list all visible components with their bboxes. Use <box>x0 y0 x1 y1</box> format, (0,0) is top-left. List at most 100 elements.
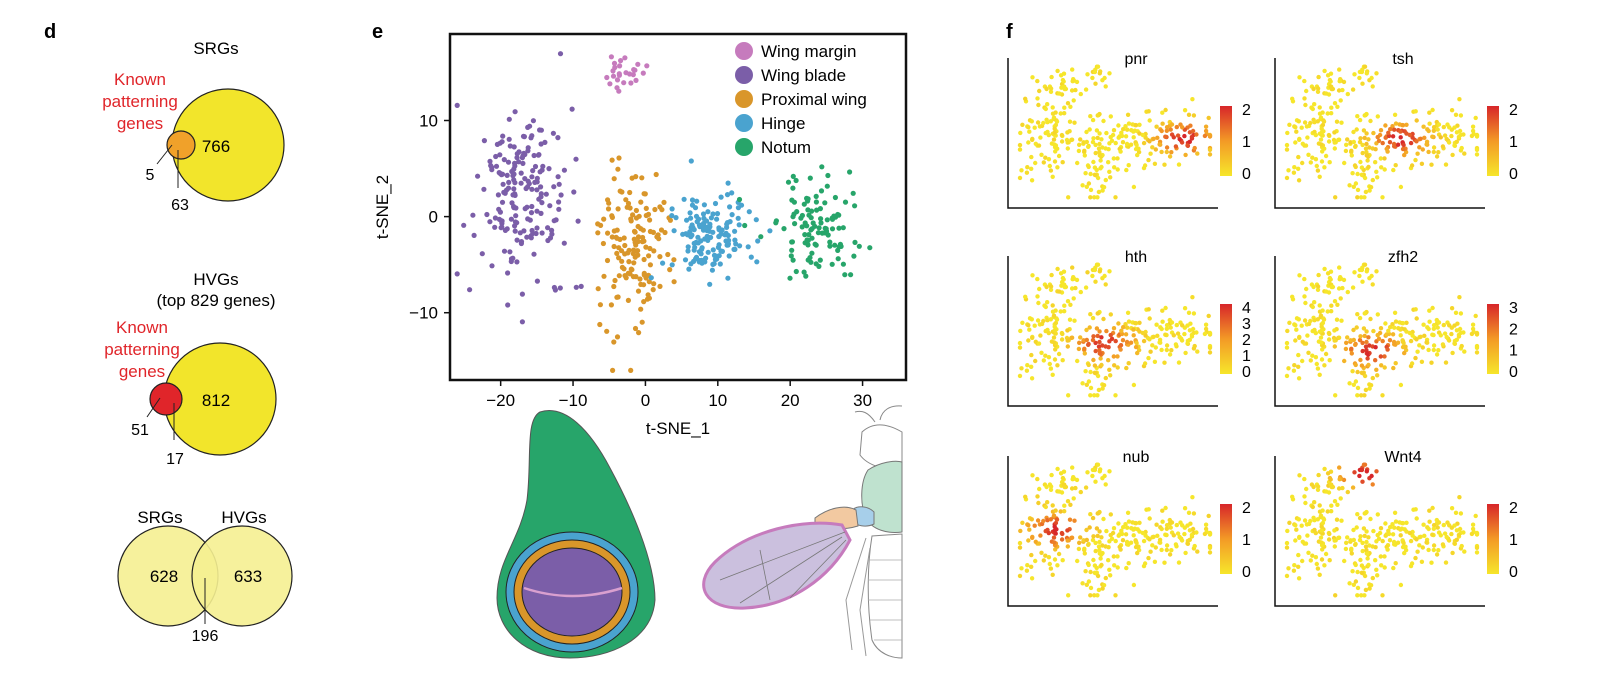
feature-point <box>1151 136 1156 141</box>
feature-point <box>1098 158 1103 163</box>
feature-point <box>1151 334 1156 339</box>
feature-point <box>1332 338 1337 343</box>
feature-point <box>1438 135 1444 140</box>
feature-colorbar-tick: 1 <box>1509 343 1518 360</box>
feature-point <box>1092 393 1097 398</box>
feature-point <box>1452 143 1457 148</box>
feature-point <box>1106 545 1111 550</box>
tsne-point-proximal-wing <box>671 257 677 263</box>
feature-point <box>1025 563 1030 568</box>
feature-point <box>1150 343 1155 348</box>
adult-fly-illustration <box>702 405 903 659</box>
tsne-point-notum <box>789 239 796 245</box>
feature-point <box>1408 338 1414 344</box>
feature-point <box>1121 525 1126 530</box>
feature-point <box>1182 306 1188 311</box>
feature-point <box>1090 75 1095 81</box>
tsne-point-proximal-wing <box>646 279 652 285</box>
feature-point <box>1119 130 1124 135</box>
feature-point <box>1083 285 1089 290</box>
tsne-point-hinge <box>729 212 735 218</box>
feature-point <box>1019 366 1024 371</box>
feature-point <box>1084 129 1089 135</box>
feature-point <box>1366 362 1371 368</box>
feature-point <box>1017 545 1023 550</box>
tsne-point-proximal-wing <box>671 279 677 285</box>
feature-point <box>1189 332 1195 338</box>
tsne-point-proximal-wing <box>639 175 645 181</box>
feature-point <box>1336 286 1342 291</box>
feature-point <box>1449 306 1455 311</box>
feature-point <box>1417 543 1422 548</box>
tsne-point-proximal-wing <box>611 283 617 290</box>
feature-point <box>1440 342 1446 347</box>
tsne-point-proximal-wing <box>621 235 627 241</box>
feature-point <box>1453 310 1459 315</box>
tsne-point-wing-blade <box>499 139 505 145</box>
fly-abdomen <box>867 533 903 659</box>
feature-point <box>1358 334 1363 339</box>
feature-point <box>1044 284 1049 290</box>
tsne-point-notum <box>793 177 799 184</box>
feature-point <box>1141 338 1147 344</box>
tsne-point-hinge <box>695 234 701 240</box>
venn1-overlap-count: 63 <box>171 197 189 214</box>
feature-point <box>1121 325 1126 330</box>
feature-point <box>1078 489 1084 495</box>
tsne-point-notum <box>852 239 858 245</box>
feature-point <box>1065 130 1070 135</box>
feature-point <box>1025 165 1030 170</box>
feature-point <box>1400 521 1406 526</box>
tsne-point-wing-blade <box>514 155 520 161</box>
feature-point <box>1320 122 1326 128</box>
feature-point <box>1414 516 1419 521</box>
feature-point <box>1203 322 1209 327</box>
tsne-point-proximal-wing <box>615 166 621 172</box>
feature-point <box>1375 512 1381 517</box>
feature-point <box>1095 113 1100 118</box>
feature-point <box>1096 344 1102 349</box>
feature-point <box>1380 393 1385 398</box>
feature-point <box>1095 373 1101 379</box>
feature-point <box>1303 143 1309 148</box>
tsne-point-wing-margin <box>616 71 622 77</box>
feature-point <box>1469 133 1475 139</box>
feature-colorbar-tick: 0 <box>1509 364 1518 381</box>
tsne-point-hinge <box>767 228 773 234</box>
feature-point <box>1024 568 1030 573</box>
feature-point <box>1349 351 1355 356</box>
feature-point <box>1164 128 1170 133</box>
feature-point <box>1190 326 1196 332</box>
feature-point <box>1364 71 1370 76</box>
feature-point <box>1111 128 1117 133</box>
feature-point <box>1391 167 1396 173</box>
feature-point <box>1427 508 1432 513</box>
feature-point <box>1101 316 1106 322</box>
feature-point <box>1185 541 1190 546</box>
feature-point <box>1044 484 1049 490</box>
feature-point <box>1321 517 1327 522</box>
feature-point <box>1427 519 1432 524</box>
feature-point <box>1374 269 1379 274</box>
feature-point <box>1367 188 1372 193</box>
feature-point <box>1421 322 1426 327</box>
feature-point <box>1137 520 1142 525</box>
feature-point <box>1316 74 1321 80</box>
feature-point <box>1036 341 1042 346</box>
feature-point <box>1431 145 1437 150</box>
feature-point <box>1302 78 1307 84</box>
feature-point <box>1443 162 1449 167</box>
venn1-left-count: 5 <box>146 167 155 184</box>
tsne-point-wing-blade <box>506 116 512 122</box>
tsne-point-notum <box>809 208 815 214</box>
tsne-point-hinge <box>714 211 721 217</box>
feature-point <box>1033 558 1038 564</box>
feature-point <box>1474 545 1480 550</box>
feature-point <box>1072 318 1077 323</box>
feature-point <box>1340 285 1345 291</box>
feature-point <box>1062 284 1068 290</box>
feature-point <box>1091 534 1096 539</box>
feature-point <box>1407 132 1413 138</box>
feature-point <box>1075 358 1080 364</box>
